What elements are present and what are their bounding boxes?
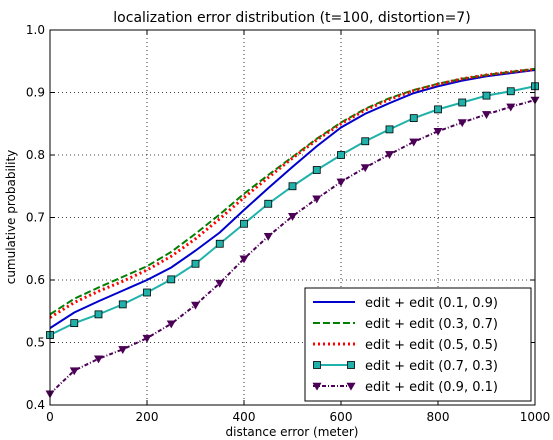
data-point: [506, 103, 516, 112]
data-point: [482, 91, 491, 100]
x-axis-label: distance error (meter): [226, 425, 359, 439]
data-point: [360, 164, 370, 173]
x-tick-label: 0: [46, 410, 54, 424]
data-point: [336, 178, 346, 187]
x-tick-label: 800: [427, 410, 450, 424]
data-point: [263, 232, 273, 241]
y-tick-label: 0.5: [26, 336, 45, 350]
legend-label: edit + edit (0.1, 0.9): [365, 296, 498, 311]
y-tick-label: 0.7: [26, 211, 45, 225]
data-point: [409, 138, 419, 147]
legend-marker: [347, 361, 355, 369]
series-line: [49, 67, 536, 319]
data-point: [384, 151, 395, 159]
data-point: [166, 320, 176, 329]
legend-label: edit + edit (0.3, 0.7): [365, 317, 498, 332]
data-point: [337, 151, 345, 159]
data-point: [288, 182, 297, 191]
data-point: [506, 87, 515, 96]
data-point: [94, 310, 103, 319]
data-point: [434, 105, 442, 114]
data-point: [385, 125, 394, 134]
data-point: [240, 219, 248, 228]
series-line: [49, 69, 536, 329]
series-2: [49, 67, 536, 316]
data-point: [312, 195, 322, 204]
y-axis-label: cumulative probability: [4, 150, 18, 285]
x-tick-label: 1000: [520, 410, 551, 424]
data-point: [457, 119, 467, 128]
legend-box: [304, 287, 532, 402]
legend-label: edit + edit (0.5, 0.5): [365, 338, 498, 353]
data-point: [70, 319, 79, 328]
data-point: [239, 255, 249, 264]
axis-ticks: 0 200 400 600 800 1000 0.4 0.5 0.6 0.7 0.8 0.9 1.0: [26, 23, 550, 424]
y-tick-label: 0.6: [26, 273, 45, 287]
y-tick-label: 1.0: [26, 23, 45, 37]
legend-label: edit + edit (0.7, 0.3): [365, 359, 498, 374]
x-tick-label: 400: [233, 410, 256, 424]
chart-title: localization error distribution (t=100, …: [113, 10, 470, 26]
y-tick-label: 0.9: [26, 86, 45, 100]
data-point: [69, 367, 79, 376]
data-point: [409, 114, 418, 123]
data-point: [143, 288, 151, 297]
series-line: [49, 67, 536, 316]
series-3: [49, 67, 536, 319]
x-tick-label: 600: [330, 410, 353, 424]
data-point: [118, 300, 127, 309]
data-point: [142, 334, 152, 343]
data-point: [312, 166, 321, 174]
data-point: [190, 301, 201, 310]
data-point: [215, 239, 224, 248]
data-point: [481, 111, 492, 119]
data-point: [191, 259, 200, 268]
legend-marker: [313, 361, 321, 369]
data-point: [215, 279, 225, 288]
data-point: [361, 137, 370, 146]
series-1: [49, 69, 536, 329]
legend-label: edit + edit (0.9, 0.1): [365, 380, 498, 395]
data-point: [264, 199, 273, 208]
data-point: [93, 355, 104, 364]
data-point: [167, 275, 176, 284]
y-tick-label: 0.4: [26, 398, 45, 412]
legend: edit + edit (0.1, 0.9) edit + edit (0.3, …: [304, 287, 532, 402]
y-tick-label: 0.8: [26, 148, 45, 162]
legend-marker: [312, 382, 322, 391]
data-point: [118, 346, 128, 354]
data-point: [433, 127, 443, 136]
legend-marker: [346, 382, 356, 391]
x-tick-label: 200: [136, 410, 159, 424]
data-point: [458, 98, 467, 107]
data-point: [287, 212, 298, 221]
